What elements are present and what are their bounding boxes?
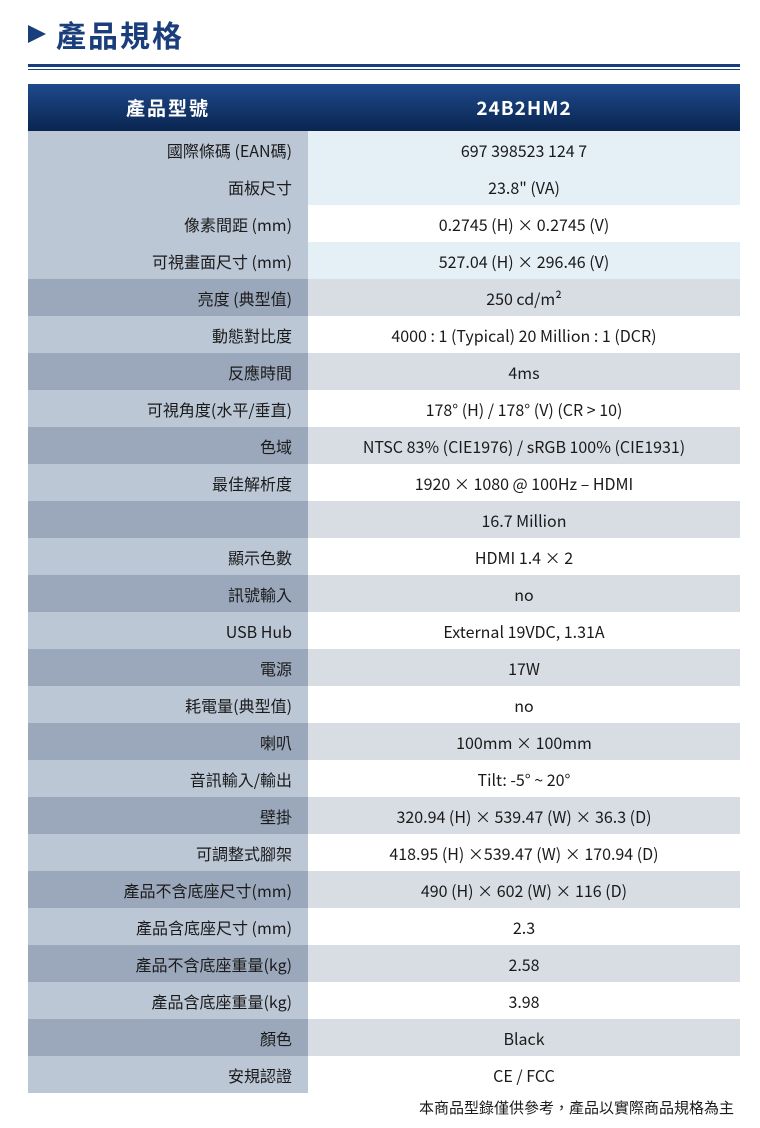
spec-value: 17W [308,649,740,686]
spec-value: 4ms [308,353,740,390]
page-title: 產品規格 [56,12,184,56]
spec-value: NTSC 83% (CIE1976) / sRGB 100% (CIE1931) [308,427,740,464]
spec-label: 耗電量(典型值) [28,686,308,723]
table-row: 可視畫面尺寸 (mm)527.04 (H) × 296.46 (V) [28,242,740,279]
spec-label: 反應時間 [28,353,308,390]
spec-value: External 19VDC, 1.31A [308,612,740,649]
spec-label: 訊號輸入 [28,575,308,612]
table-row: 產品不含底座重量(kg)2.58 [28,945,740,982]
spec-value: no [308,575,740,612]
spec-label: 動態對比度 [28,316,308,353]
page-header: 產品規格 [28,12,740,56]
footnote: 本商品型錄僅供參考，產品以實際商品規格為主 [28,1097,740,1118]
spec-label: 產品不含底座重量(kg) [28,945,308,982]
table-row: 安規認證CE / FCC [28,1056,740,1093]
spec-value: 527.04 (H) × 296.46 (V) [308,242,740,279]
spec-label: 安規認證 [28,1056,308,1093]
table-row: 反應時間4ms [28,353,740,390]
spec-value: 23.8" (VA) [308,168,740,205]
spec-value: 4000 : 1 (Typical) 20 Million : 1 (DCR) [308,316,740,353]
table-row: 電源17W [28,649,740,686]
spec-value: 0.2745 (H) × 0.2745 (V) [308,205,740,242]
table-row: 產品含底座尺寸 (mm)2.3 [28,908,740,945]
spec-value: HDMI 1.4 × 2 [308,538,740,575]
table-row: 16.7 Million [28,501,740,538]
spec-label: USB Hub [28,612,308,649]
table-row: 動態對比度4000 : 1 (Typical) 20 Million : 1 (… [28,316,740,353]
table-row: 面板尺寸23.8" (VA) [28,168,740,205]
spec-label: 最佳解析度 [28,464,308,501]
spec-label: 喇叭 [28,723,308,760]
spec-value: 3.98 [308,982,740,1019]
spec-value: 320.94 (H) × 539.47 (W) × 36.3 (D) [308,797,740,834]
spec-label: 國際條碼 (EAN碼) [28,131,308,168]
spec-value: 16.7 Million [308,501,740,538]
spec-label: 產品不含底座尺寸(mm) [28,871,308,908]
spec-value: 2.58 [308,945,740,982]
table-row: 像素間距 (mm)0.2745 (H) × 0.2745 (V) [28,205,740,242]
spec-value: 178° (H) / 178° (V) (CR > 10) [308,390,740,427]
table-row: 可視角度(水平/垂直)178° (H) / 178° (V) (CR > 10) [28,390,740,427]
spec-value: 250 cd/m² [308,279,740,316]
table-row: 產品含底座重量(kg)3.98 [28,982,740,1019]
table-row: 訊號輸入no [28,575,740,612]
table-row: 顏色Black [28,1019,740,1056]
title-underline-thick [28,64,740,67]
title-underline-thin [28,69,740,70]
table-row: 顯示色數HDMI 1.4 × 2 [28,538,740,575]
spec-label: 音訊輸入/輸出 [28,760,308,797]
spec-label: 電源 [28,649,308,686]
table-row: 壁掛320.94 (H) × 539.47 (W) × 36.3 (D) [28,797,740,834]
spec-value: 100mm × 100mm [308,723,740,760]
spec-label: 產品含底座重量(kg) [28,982,308,1019]
table-row: 耗電量(典型值)no [28,686,740,723]
table-row: USB HubExternal 19VDC, 1.31A [28,612,740,649]
spec-label: 像素間距 (mm) [28,205,308,242]
table-row: 喇叭100mm × 100mm [28,723,740,760]
spec-label: 可調整式腳架 [28,834,308,871]
spec-value: 418.95 (H) ×539.47 (W) × 170.94 (D) [308,834,740,871]
table-row: 產品不含底座尺寸(mm)490 (H) × 602 (W) × 116 (D) [28,871,740,908]
spec-label: 產品含底座尺寸 (mm) [28,908,308,945]
spec-value: Black [308,1019,740,1056]
table-header-row: 產品型號 24B2HM2 [28,84,740,131]
header-label: 產品型號 [28,84,308,131]
spec-table: 產品型號 24B2HM2 國際條碼 (EAN碼)697 398523 124 7… [28,84,740,1093]
spec-label: 面板尺寸 [28,168,308,205]
table-row: 色域NTSC 83% (CIE1976) / sRGB 100% (CIE193… [28,427,740,464]
spec-label [28,501,308,538]
arrow-icon [28,25,46,43]
header-value: 24B2HM2 [308,84,740,131]
spec-label: 顯示色數 [28,538,308,575]
spec-value: 2.3 [308,908,740,945]
table-row: 亮度 (典型值)250 cd/m² [28,279,740,316]
spec-label: 可視畫面尺寸 (mm) [28,242,308,279]
spec-value: 697 398523 124 7 [308,131,740,168]
spec-value: 490 (H) × 602 (W) × 116 (D) [308,871,740,908]
spec-value: Tilt: -5° ~ 20° [308,760,740,797]
spec-label: 亮度 (典型值) [28,279,308,316]
spec-value: 1920 × 1080 @ 100Hz – HDMI [308,464,740,501]
table-row: 音訊輸入/輸出Tilt: -5° ~ 20° [28,760,740,797]
spec-value: CE / FCC [308,1056,740,1093]
table-row: 可調整式腳架418.95 (H) ×539.47 (W) × 170.94 (D… [28,834,740,871]
spec-label: 顏色 [28,1019,308,1056]
spec-label: 可視角度(水平/垂直) [28,390,308,427]
table-row: 最佳解析度1920 × 1080 @ 100Hz – HDMI [28,464,740,501]
spec-value: no [308,686,740,723]
spec-label: 壁掛 [28,797,308,834]
table-row: 國際條碼 (EAN碼)697 398523 124 7 [28,131,740,168]
spec-label: 色域 [28,427,308,464]
